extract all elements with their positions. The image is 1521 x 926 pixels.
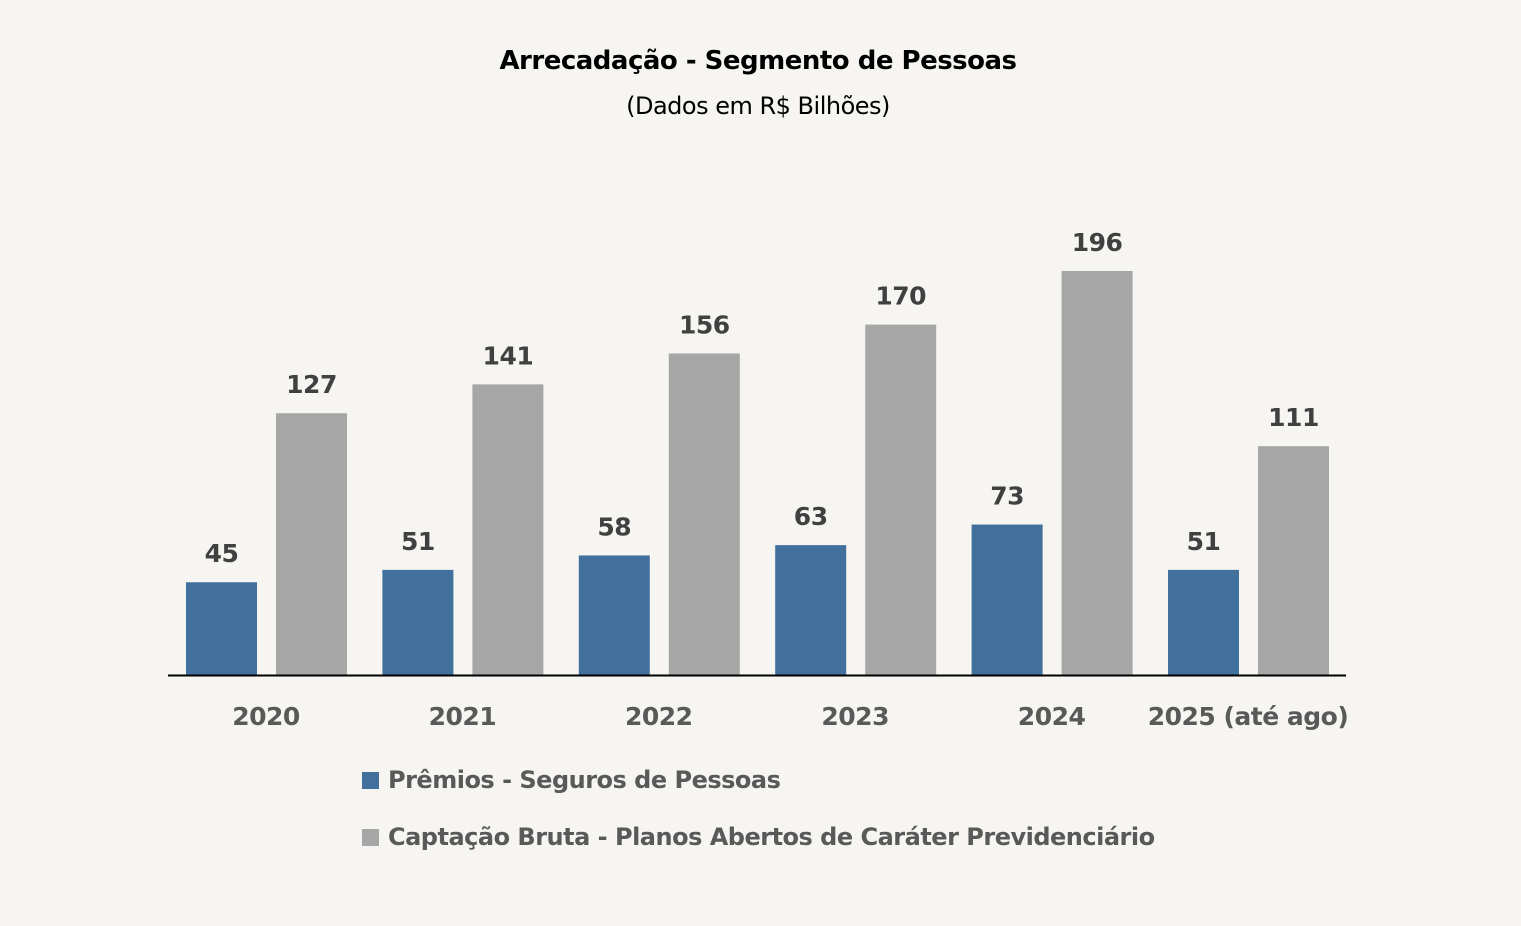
x-tick-label: 2025 (até ago) <box>1148 702 1349 731</box>
x-tick-label: 2024 <box>1018 702 1086 731</box>
legend-swatch-blue <box>362 771 379 789</box>
bar <box>578 555 650 675</box>
x-tick-label: 2022 <box>625 702 693 731</box>
bar <box>382 569 454 675</box>
data-label: 156 <box>679 310 730 339</box>
bar <box>186 582 257 675</box>
x-tick-label: 2023 <box>821 702 889 731</box>
data-label: 51 <box>401 527 435 556</box>
bar <box>1258 446 1329 675</box>
legend-label: Prêmios - Seguros de Pessoas <box>388 766 781 794</box>
x-tick-label: 2020 <box>232 702 300 731</box>
data-label: 196 <box>1072 228 1123 257</box>
data-label: 73 <box>990 482 1024 511</box>
data-label: 141 <box>483 341 534 370</box>
chart-title: Arrecadação - Segmento de Pessoas <box>499 46 1017 76</box>
legend-item-premios: Prêmios - Seguros de Pessoas <box>362 766 781 794</box>
data-label: 111 <box>1268 403 1319 432</box>
legend-label: Captação Bruta - Planos Abertos de Carát… <box>388 823 1155 851</box>
legend-swatch-gray <box>362 828 379 846</box>
data-label: 170 <box>875 282 926 311</box>
bar <box>971 524 1043 675</box>
data-label: 63 <box>794 502 828 531</box>
data-label: 58 <box>597 512 631 541</box>
data-label: 127 <box>286 370 337 399</box>
bar <box>668 353 740 675</box>
bar <box>276 413 347 675</box>
bar <box>1061 271 1133 675</box>
bar <box>1168 569 1239 675</box>
data-label: 45 <box>205 539 239 568</box>
bar <box>472 384 544 675</box>
bar <box>775 545 847 675</box>
legend-item-captacao: Captação Bruta - Planos Abertos de Carát… <box>362 823 1155 851</box>
bar <box>865 324 937 675</box>
chart-subtitle: (Dados em R$ Bilhões) <box>626 92 890 120</box>
x-tick-label: 2021 <box>429 702 497 731</box>
data-label: 51 <box>1187 527 1221 556</box>
